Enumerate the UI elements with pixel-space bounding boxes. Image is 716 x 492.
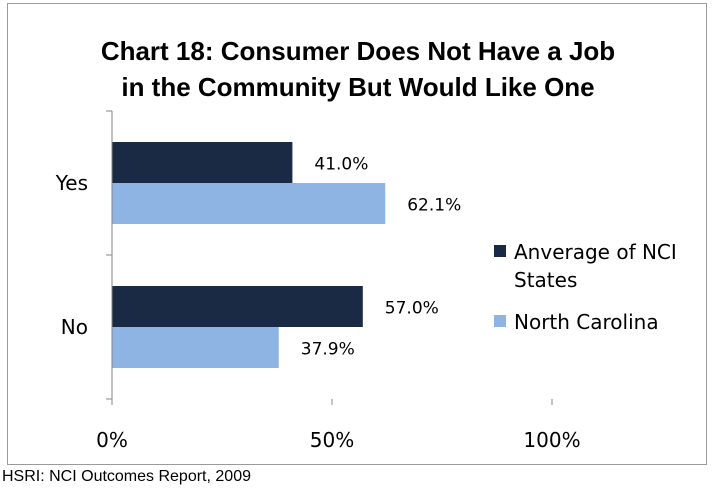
bar-no-series-1 <box>112 327 279 368</box>
legend-item-nci-states: Anverage of NCI States <box>494 238 699 294</box>
chart-title: Chart 18: Consumer Does Not Have a Job i… <box>0 33 716 105</box>
legend-swatch-north-carolina <box>494 315 506 327</box>
legend-label-nci-states-line-1: Anverage of NCI <box>514 240 677 264</box>
legend-swatch-nci-states <box>494 245 506 257</box>
value-tick-label: 100% <box>523 428 580 452</box>
category-label-no: No <box>61 315 88 339</box>
value-tick-label: 0% <box>96 428 128 452</box>
chart-frame <box>7 3 707 465</box>
legend-label-north-carolina: North Carolina <box>514 310 659 334</box>
source-note: HSRI: NCI Outcomes Report, 2009 <box>2 468 251 485</box>
chart-title-line-2: in the Community But Would Like One <box>121 72 595 102</box>
category-label-yes: Yes <box>55 171 88 195</box>
legend-item-north-carolina: North Carolina <box>494 308 699 336</box>
data-label-yes-series-1: 62.1% <box>407 196 461 216</box>
legend-label-nci-states-line-2: States <box>514 268 578 292</box>
chart-title-line-1: Chart 18: Consumer Does Not Have a Job <box>100 36 616 66</box>
chart-legend: Anverage of NCI States North Carolina <box>494 238 699 350</box>
value-tick-label: 50% <box>310 428 354 452</box>
data-label-no-series-1: 37.9% <box>301 340 355 360</box>
bar-yes-series-0 <box>112 142 293 183</box>
bar-yes-series-1 <box>112 183 386 224</box>
bar-no-series-0 <box>112 286 363 327</box>
data-label-yes-series-0: 41.0% <box>314 155 368 175</box>
data-label-no-series-0: 57.0% <box>385 299 439 319</box>
